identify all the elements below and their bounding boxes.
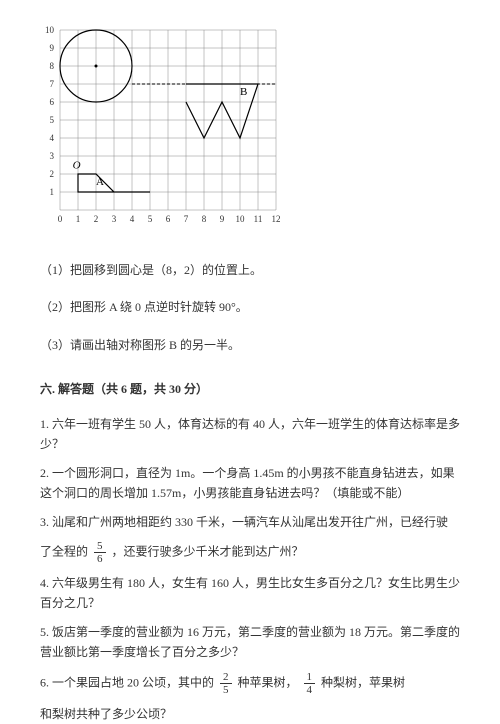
problem-4: 4. 六年级男生有 180 人，女生有 160 人，男生比女生多百分之几？女生比… (40, 573, 460, 614)
svg-text:5: 5 (148, 214, 153, 224)
fraction-2-5: 2 5 (220, 671, 232, 696)
fraction-den: 4 (304, 684, 316, 696)
svg-text:B: B (240, 86, 247, 98)
question-1: （1）把圆移到圆心是（8，2）的位置上。 (40, 261, 460, 280)
svg-text:A: A (96, 176, 104, 188)
grid-figure: 012345678910111212345678910AOB (40, 20, 460, 241)
svg-text:11: 11 (254, 214, 263, 224)
svg-text:6: 6 (166, 214, 171, 224)
svg-text:8: 8 (50, 61, 55, 71)
problem-3b: 了全程的 5 6 ，还要行驶多少千米才能到达广州？ (40, 540, 460, 565)
problem-6a-text: 6. 一个果园占地 20 公顷，其中的 (40, 675, 214, 689)
svg-text:8: 8 (202, 214, 207, 224)
fraction-1-4: 1 4 (304, 671, 316, 696)
svg-text:5: 5 (50, 115, 55, 125)
svg-text:9: 9 (50, 43, 55, 53)
problem-6b-text: 种苹果树， (238, 675, 298, 689)
fraction-den: 6 (94, 553, 106, 565)
svg-text:4: 4 (130, 214, 135, 224)
svg-text:O: O (73, 160, 81, 172)
question-2: （2）把图形 A 绕 0 点逆时针旋转 90°。 (40, 298, 460, 317)
problem-1: 1. 六年一班有学生 50 人，体育达标的有 40 人，六年一班学生的体育达标率… (40, 414, 460, 455)
section-header: 六. 解答题（共 6 题，共 30 分） (40, 380, 460, 399)
svg-text:6: 6 (50, 97, 55, 107)
svg-text:7: 7 (184, 214, 189, 224)
problem-6a: 6. 一个果园占地 20 公顷，其中的 2 5 种苹果树， 1 4 种梨树，苹果… (40, 671, 460, 696)
svg-text:1: 1 (76, 214, 81, 224)
svg-text:1: 1 (50, 187, 55, 197)
svg-text:4: 4 (50, 133, 55, 143)
problem-2: 2. 一个圆形洞口，直径为 1m。一个身高 1.45m 的小男孩不能直身钻进去，… (40, 463, 460, 504)
fraction-num: 2 (220, 671, 232, 684)
problem-3a: 3. 汕尾和广州两地相距约 330 千米，一辆汽车从汕尾出发开往广州，已经行驶 (40, 512, 460, 532)
fraction-den: 5 (220, 684, 232, 696)
svg-text:7: 7 (50, 79, 55, 89)
svg-text:3: 3 (50, 151, 55, 161)
svg-text:0: 0 (58, 214, 63, 224)
problem-6c-text: 种梨树，苹果树 (321, 675, 405, 689)
svg-text:2: 2 (50, 169, 55, 179)
svg-text:3: 3 (112, 214, 117, 224)
svg-text:2: 2 (94, 214, 99, 224)
fraction-num: 5 (94, 540, 106, 553)
svg-text:10: 10 (45, 25, 55, 35)
fraction-5-6: 5 6 (94, 540, 106, 565)
svg-text:12: 12 (272, 214, 281, 224)
problem-3b-text: 了全程的 (40, 544, 88, 558)
problem-3c-text: ，还要行驶多少千米才能到达广州？ (112, 544, 304, 558)
svg-text:9: 9 (220, 214, 225, 224)
fraction-num: 1 (304, 671, 316, 684)
problem-5: 5. 饭店第一季度的营业额为 16 万元，第二季度的营业额为 18 万元。第二季… (40, 622, 460, 663)
svg-text:10: 10 (236, 214, 246, 224)
question-3: （3）请画出轴对称图形 B 的另一半。 (40, 336, 460, 355)
